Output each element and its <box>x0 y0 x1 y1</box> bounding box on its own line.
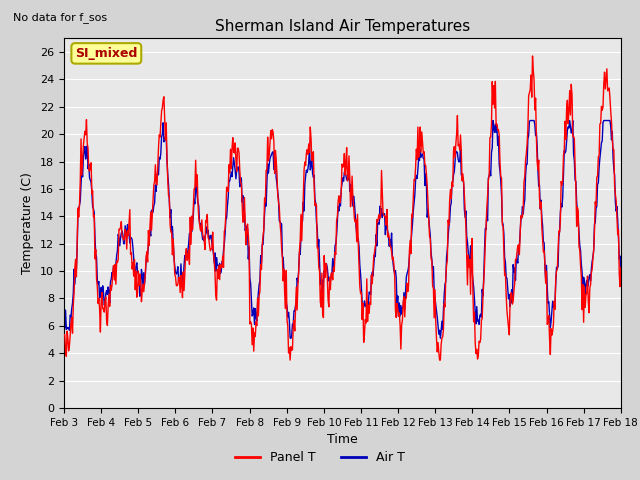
Line: Panel T: Panel T <box>64 56 621 360</box>
Panel T <box>127 250 135 256</box>
Air T <box>617 269 625 275</box>
Air T <box>489 118 497 123</box>
Text: SI_mixed: SI_mixed <box>75 47 138 60</box>
X-axis label: Time: Time <box>327 433 358 446</box>
Panel T <box>411 177 419 183</box>
Panel T <box>286 357 294 363</box>
Air T <box>214 263 221 268</box>
Panel T <box>214 266 221 272</box>
Y-axis label: Temperature (C): Temperature (C) <box>22 172 35 274</box>
Panel T <box>60 332 68 337</box>
Air T <box>411 192 419 198</box>
Air T <box>70 266 78 272</box>
Air T <box>428 250 435 256</box>
Air T <box>60 319 68 325</box>
Air T <box>127 235 135 240</box>
Panel T <box>529 53 536 59</box>
Panel T <box>184 255 192 261</box>
Air T <box>184 248 192 254</box>
Panel T <box>70 290 78 296</box>
Panel T <box>617 264 625 270</box>
Text: No data for f_sos: No data for f_sos <box>13 12 107 23</box>
Panel T <box>428 256 435 262</box>
Line: Air T: Air T <box>64 120 621 338</box>
Air T <box>287 336 295 341</box>
Legend: Panel T, Air T: Panel T, Air T <box>230 446 410 469</box>
Title: Sherman Island Air Temperatures: Sherman Island Air Temperatures <box>215 20 470 35</box>
